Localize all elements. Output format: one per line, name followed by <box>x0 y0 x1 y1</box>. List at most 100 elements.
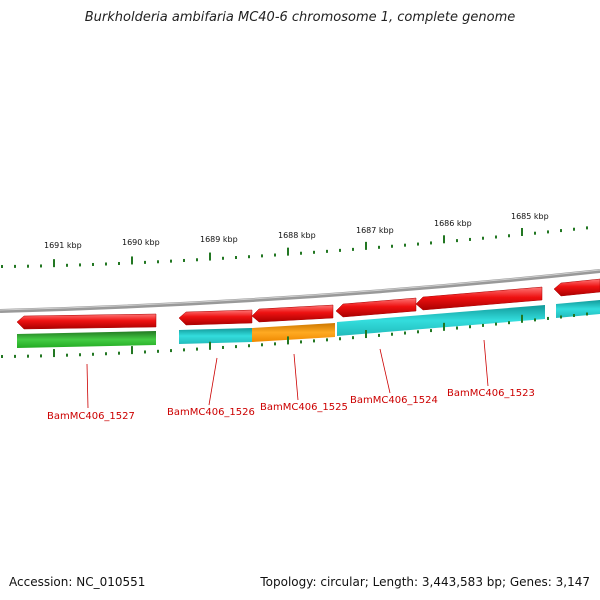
scale-tick <box>404 243 406 247</box>
scale-tick <box>534 318 536 322</box>
scale-tick <box>274 253 276 257</box>
gene-bar-green[interactable] <box>17 331 156 348</box>
gene-bar-cyan[interactable] <box>179 328 252 344</box>
scale-tick <box>339 337 341 341</box>
scale-tick <box>430 329 432 333</box>
scale-tick <box>144 260 146 264</box>
gene-bar-cyan[interactable] <box>337 305 545 336</box>
scale-tick <box>495 235 497 239</box>
scale-tick <box>482 236 484 240</box>
scale-tick <box>508 321 510 325</box>
cds-arrow[interactable] <box>251 304 334 323</box>
scale-tick <box>508 234 510 238</box>
scale-tick <box>547 316 549 320</box>
scale-tick <box>144 350 146 354</box>
topology-text: Topology: circular; Length: 3,443,583 bp… <box>260 575 590 589</box>
gene-label[interactable]: BamMC406_1526 <box>167 407 255 418</box>
scale-tick <box>469 237 471 241</box>
scale-tick <box>79 353 81 357</box>
scale-tick <box>92 352 94 356</box>
scale-tick <box>14 354 16 358</box>
scale-label: 1688 kbp <box>278 231 316 240</box>
scale-tick <box>534 231 536 235</box>
scale-tick <box>79 263 81 267</box>
chromosome-backbone-highlight <box>0 269 600 311</box>
scale-tick <box>287 336 289 345</box>
scale-tick <box>27 354 29 358</box>
scale-tick <box>131 346 133 355</box>
scale-tick <box>404 331 406 335</box>
scale-tick <box>521 227 523 236</box>
scale-tick <box>170 259 172 263</box>
scale-tick <box>118 261 120 265</box>
scale-tick <box>183 258 185 262</box>
scale-tick <box>105 352 107 356</box>
scale-tick <box>378 245 380 249</box>
scale-tick <box>313 339 315 343</box>
scale-tick <box>118 351 120 355</box>
gene-label[interactable]: BamMC406_1525 <box>260 402 348 413</box>
scale-tick <box>222 256 224 260</box>
scale-tick <box>326 249 328 253</box>
cds-arrow[interactable] <box>335 297 417 318</box>
scale-tick <box>274 342 276 346</box>
scale-tick <box>547 230 549 234</box>
scale-label: 1686 kbp <box>434 219 472 228</box>
scale-label: 1691 kbp <box>44 241 82 250</box>
cds-arrow[interactable] <box>16 313 157 330</box>
scale-tick <box>66 353 68 357</box>
scale-tick <box>469 325 471 329</box>
cds-arrow[interactable] <box>178 309 253 326</box>
scale-tick <box>365 330 367 339</box>
gene-track <box>17 300 600 348</box>
scale-tick <box>170 349 172 353</box>
outer-scale-ticks <box>1 226 588 268</box>
chromosome-backbone <box>0 269 600 313</box>
scale-tick <box>131 256 133 265</box>
gene-label[interactable]: BamMC406_1524 <box>350 395 438 406</box>
accession-text: Accession: NC_010551 <box>9 575 146 589</box>
scale-tick <box>560 315 562 319</box>
scale-label: 1687 kbp <box>356 226 394 235</box>
map-title: Burkholderia ambifaria MC40-6 chromosome… <box>84 10 516 25</box>
scale-tick <box>495 322 497 326</box>
scale-tick <box>209 252 211 261</box>
scale-tick <box>573 314 575 318</box>
scale-label: 1690 kbp <box>122 238 160 247</box>
scale-tick <box>183 348 185 352</box>
scale-tick <box>521 314 523 323</box>
gene-bar-cyan[interactable] <box>556 300 600 318</box>
scale-tick <box>417 242 419 246</box>
cds-arrow[interactable] <box>415 286 543 311</box>
scale-tick <box>235 345 237 349</box>
scale-tick <box>248 255 250 259</box>
scale-tick <box>27 264 29 268</box>
scale-tick <box>430 241 432 245</box>
gene-bar-orange[interactable] <box>252 323 335 342</box>
scale-tick <box>300 251 302 255</box>
cds-arrow[interactable] <box>553 278 600 297</box>
scale-label: 1689 kbp <box>200 235 238 244</box>
scale-tick <box>248 344 250 348</box>
scale-tick <box>482 323 484 327</box>
scale-tick <box>456 239 458 243</box>
scale-tick <box>40 354 42 358</box>
scale-tick <box>1 354 3 358</box>
scale-tick <box>326 338 328 342</box>
scale-labels: 1691 kbp 1690 kbp 1689 kbp 1688 kbp 1687… <box>44 212 549 250</box>
scale-tick <box>365 241 367 250</box>
scale-tick <box>417 330 419 334</box>
gene-label[interactable]: BamMC406_1523 <box>447 388 535 399</box>
scale-tick <box>456 326 458 330</box>
scale-tick <box>53 349 55 358</box>
gene-label[interactable]: BamMC406_1527 <box>47 411 135 422</box>
scale-tick <box>443 235 445 244</box>
scale-tick <box>287 247 289 256</box>
scale-tick <box>391 244 393 248</box>
scale-tick <box>261 254 263 258</box>
scale-tick <box>339 248 341 252</box>
scale-label: 1685 kbp <box>511 212 549 221</box>
scale-tick <box>66 263 68 267</box>
scale-tick <box>443 322 445 331</box>
